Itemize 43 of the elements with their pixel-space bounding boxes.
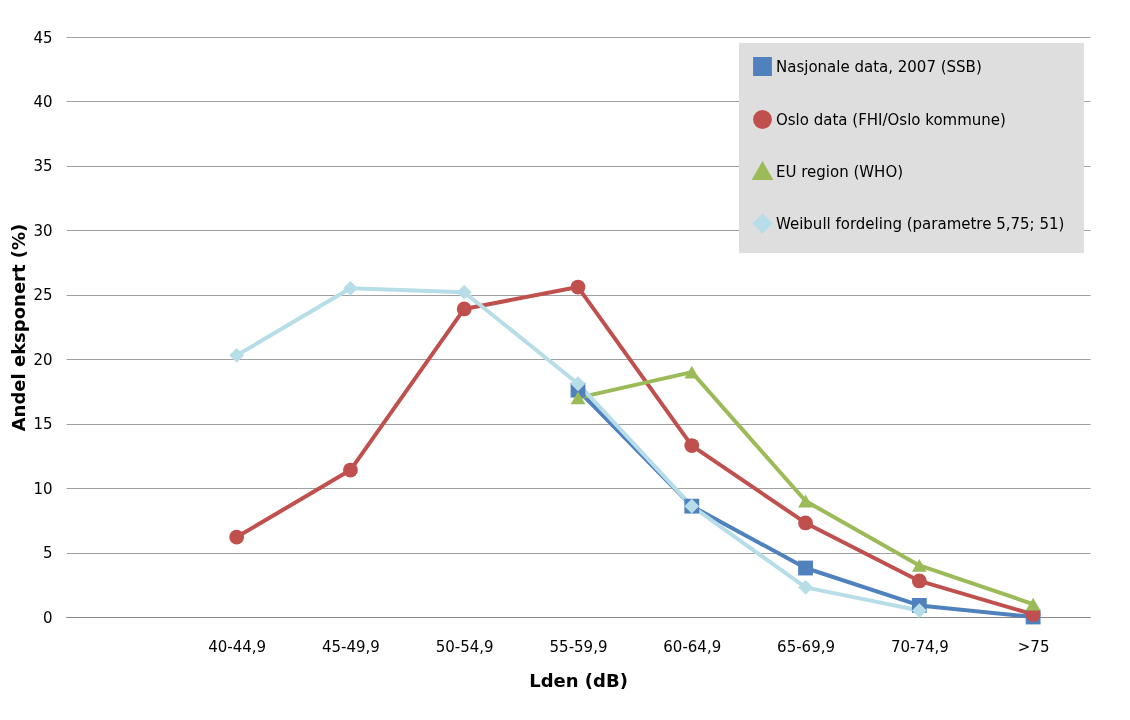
x-tick-label: 65-69,9 (777, 637, 836, 656)
y-tick-label: 20 (33, 350, 53, 369)
legend-label: Weibull fordeling (parametre 5,75; 51) (776, 214, 1065, 233)
y-tick-label: 5 (42, 544, 53, 563)
point (570, 391, 586, 405)
y-tick-label: 15 (33, 415, 53, 434)
y-tick-label: 40 (33, 92, 53, 111)
point (684, 365, 700, 379)
point (570, 376, 586, 392)
y-tick-label: 45 (33, 28, 53, 47)
point (343, 462, 358, 478)
x-tick-label: 55-59,9 (549, 637, 608, 656)
legend-label: EU region (WHO) (776, 162, 904, 181)
point (684, 438, 700, 453)
y-tick-label: 25 (33, 286, 53, 305)
point (343, 280, 358, 296)
y-axis-title: Andel eksponert (%) (8, 223, 30, 432)
legend-label: Oslo data (FHI/Oslo kommune) (776, 110, 1006, 129)
point (229, 529, 245, 545)
point (911, 559, 927, 572)
point (456, 284, 472, 300)
point (798, 560, 813, 576)
x-axis-title: Lden (dB) (529, 669, 628, 691)
x-tick-label: 40-44,9 (208, 637, 267, 656)
y-tick-label: 10 (33, 479, 53, 498)
point (1025, 597, 1041, 611)
point (798, 494, 813, 508)
x-tick-label: >75 (1017, 637, 1050, 656)
point (229, 347, 245, 363)
x-tick-label: 70-74,9 (890, 637, 949, 656)
y-tick-label: 30 (33, 221, 53, 240)
x-tick-label: 50-54,9 (435, 637, 494, 656)
point (911, 573, 927, 589)
y-tick-label: 35 (33, 157, 53, 176)
point (456, 301, 472, 317)
point (798, 579, 813, 595)
legend-label: Nasjonale data, 2007 (SSB) (776, 57, 982, 76)
x-tick-label: 45-49,9 (321, 637, 380, 656)
x-tick-label: 60-64,9 (663, 637, 722, 656)
y-tick-label: 0 (42, 608, 53, 627)
point (911, 603, 927, 618)
point (798, 515, 813, 531)
point (570, 279, 586, 295)
